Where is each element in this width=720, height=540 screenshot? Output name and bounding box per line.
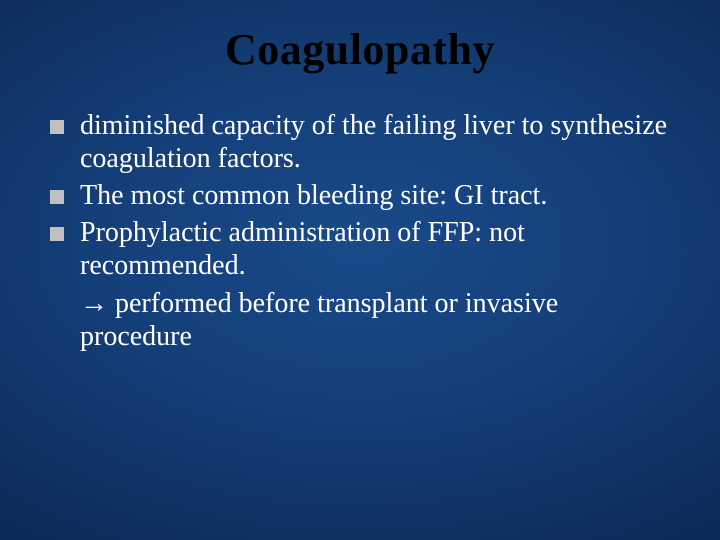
list-item-text: Prophylactic administration of FFP: not … bbox=[80, 216, 670, 282]
square-bullet-icon bbox=[50, 120, 64, 134]
list-item: diminished capacity of the failing liver… bbox=[50, 109, 670, 175]
continuation-line: → performed before transplant or invasiv… bbox=[80, 286, 670, 353]
list-item: Prophylactic administration of FFP: not … bbox=[50, 216, 670, 282]
continuation-text: performed before transplant or invasive … bbox=[80, 288, 558, 352]
slide-title: Coagulopathy bbox=[50, 24, 670, 75]
list-item: The most common bleeding site: GI tract. bbox=[50, 179, 670, 212]
list-item-text: The most common bleeding site: GI tract. bbox=[80, 179, 670, 212]
square-bullet-icon bbox=[50, 190, 64, 204]
arrow-icon: → bbox=[80, 287, 108, 318]
slide: Coagulopathy diminished capacity of the … bbox=[0, 0, 720, 540]
slide-body: diminished capacity of the failing liver… bbox=[50, 109, 670, 353]
list-item-text: diminished capacity of the failing liver… bbox=[80, 109, 670, 175]
square-bullet-icon bbox=[50, 227, 64, 241]
